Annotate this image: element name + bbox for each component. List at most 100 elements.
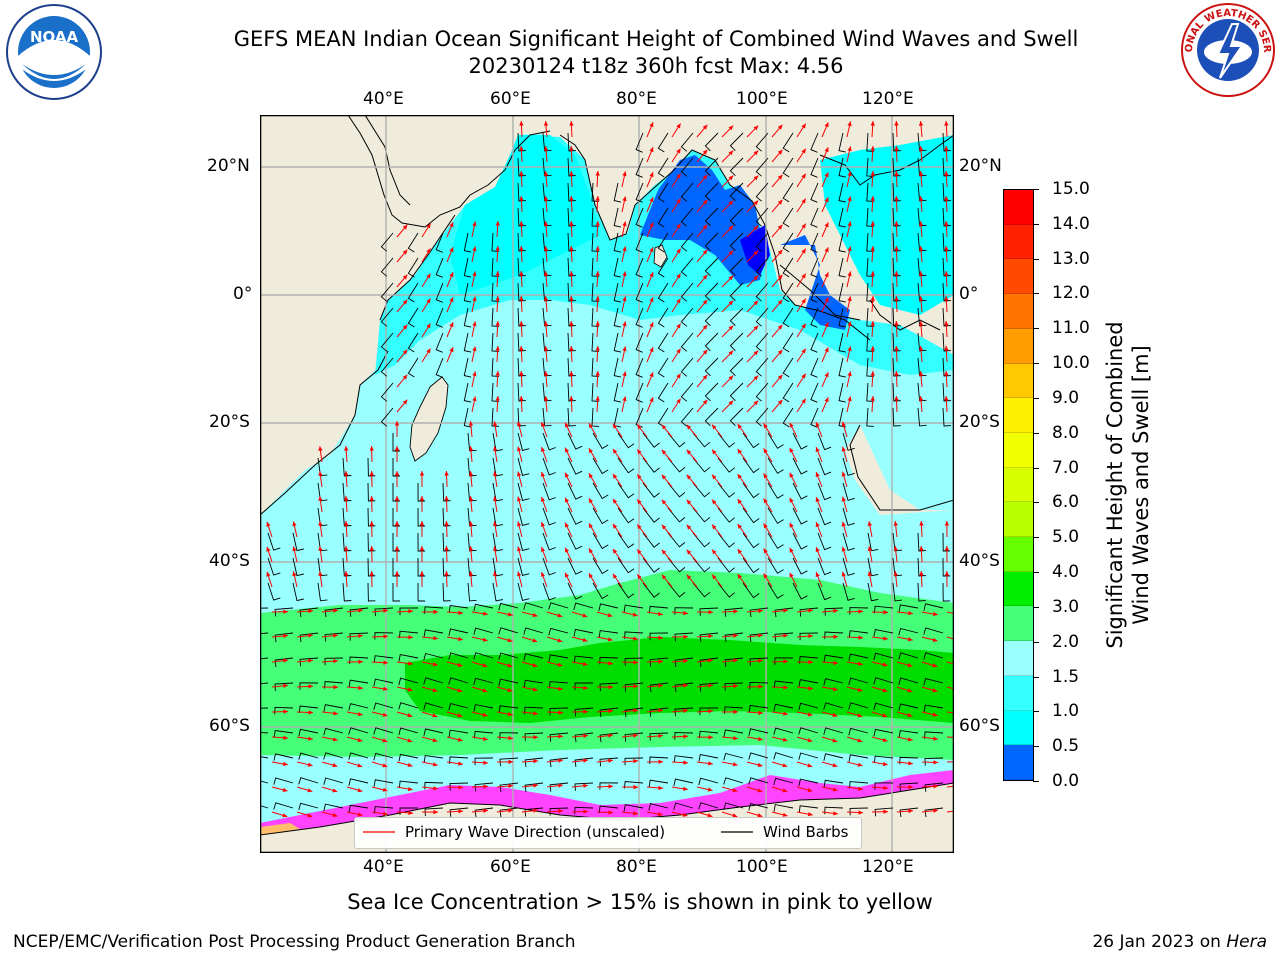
wind-barb bbox=[782, 407, 794, 428]
wind-barb bbox=[924, 757, 944, 766]
wind-barb bbox=[873, 628, 894, 637]
wind-barb bbox=[380, 307, 394, 327]
wave-direction-arrowhead bbox=[433, 636, 438, 641]
wave-direction-arrowhead bbox=[472, 321, 477, 327]
wind-barb bbox=[491, 407, 500, 427]
wind-barb bbox=[838, 382, 846, 403]
wave-direction-arrowhead bbox=[882, 737, 888, 742]
wind-barb bbox=[692, 532, 711, 548]
wind-barb bbox=[729, 357, 744, 377]
wave-direction-arrowhead bbox=[708, 683, 713, 688]
wind-barb bbox=[942, 132, 952, 152]
wave-direction-arrowhead bbox=[426, 248, 431, 254]
wave-direction-arrowhead bbox=[858, 635, 863, 640]
wind-barb bbox=[680, 407, 694, 427]
wind-barb bbox=[273, 802, 294, 810]
wind-barb bbox=[549, 707, 569, 716]
wave-direction-arrowhead bbox=[649, 172, 654, 178]
wave-direction-arrowhead bbox=[432, 762, 438, 767]
wind-barb bbox=[892, 557, 903, 577]
wind-barb bbox=[704, 332, 719, 352]
nws-logo: NATIONAL WEATHER SERVICE bbox=[1176, 0, 1276, 98]
wave-direction-arrowhead bbox=[841, 446, 846, 452]
wind-barb bbox=[467, 507, 477, 527]
wind-barb bbox=[380, 407, 394, 427]
wind-barb bbox=[649, 707, 669, 717]
wave-direction-arrowhead bbox=[569, 196, 574, 201]
wave-direction-arrowhead bbox=[661, 524, 667, 530]
wave-direction-arrowhead bbox=[633, 784, 638, 790]
lat-tick-right-20s: 20°S bbox=[959, 412, 1000, 432]
wind-barb bbox=[260, 632, 269, 635]
wave-direction-arrowhead bbox=[894, 396, 899, 401]
wind-barb bbox=[892, 132, 901, 152]
wind-barb bbox=[749, 632, 769, 642]
wind-barb bbox=[260, 657, 269, 660]
wave-direction-arrowhead bbox=[519, 221, 524, 226]
wave-direction-arrowhead bbox=[702, 324, 708, 330]
wave-direction-arrowhead bbox=[753, 300, 759, 306]
footer-host: Hera bbox=[1226, 932, 1267, 952]
wind-barb bbox=[517, 532, 530, 551]
wave-direction-arrowhead bbox=[702, 224, 708, 230]
wave-direction-arrowhead bbox=[737, 449, 742, 454]
wave-direction-arrowhead bbox=[944, 571, 949, 576]
wave-direction-arrowhead bbox=[933, 760, 938, 765]
wind-barb-legend-icon bbox=[721, 831, 753, 833]
lon-tick-bottom-120e: 120°E bbox=[862, 857, 914, 877]
wave-direction-arrowhead bbox=[732, 813, 738, 818]
wind-barb bbox=[392, 508, 400, 527]
wind-barb bbox=[723, 729, 744, 737]
wind-barb bbox=[373, 752, 394, 761]
wind-barb bbox=[667, 532, 686, 548]
wave-direction-arrowhead bbox=[753, 200, 759, 206]
footer-date: 26 Jan 2023 on Hera bbox=[1092, 932, 1267, 952]
wind-barb bbox=[617, 432, 635, 449]
wave-direction-arrowhead bbox=[918, 321, 924, 326]
wave-direction-arrowhead bbox=[569, 321, 574, 326]
wind-barb bbox=[617, 582, 635, 599]
wind-barb bbox=[542, 557, 556, 576]
wave-direction-arrowhead bbox=[432, 662, 438, 667]
colorbar-tick-label: 3.0 bbox=[1052, 596, 1080, 617]
wave-direction-arrowhead bbox=[708, 634, 713, 639]
wind-barb bbox=[542, 157, 552, 177]
wind-barb bbox=[380, 332, 394, 352]
wave-direction-arrow bbox=[946, 736, 954, 738]
wave-direction-arrowhead bbox=[712, 474, 717, 480]
wind-barb bbox=[380, 382, 394, 402]
wave-direction-arrowhead bbox=[583, 758, 588, 763]
wave-direction-arrowhead bbox=[847, 371, 852, 377]
wind-barb bbox=[449, 807, 469, 817]
wind-barb bbox=[674, 707, 694, 717]
wind-barb bbox=[567, 332, 576, 352]
wind-barb bbox=[498, 705, 519, 713]
wind-barb bbox=[298, 705, 319, 713]
wind-barb bbox=[617, 557, 635, 574]
noaa-logo-text: NOAA bbox=[30, 28, 79, 46]
wave-direction-arrowhead bbox=[344, 521, 349, 526]
wave-direction-arrowhead bbox=[468, 471, 474, 476]
wave-direction-arrowhead bbox=[333, 711, 338, 716]
wave-direction-arrowhead bbox=[907, 688, 913, 693]
wave-direction-arrowhead bbox=[944, 121, 949, 126]
wind-barb bbox=[373, 655, 394, 663]
wind-barb bbox=[435, 232, 444, 253]
wind-barb bbox=[657, 357, 669, 378]
wave-direction-arrowhead bbox=[815, 447, 820, 453]
wind-barb bbox=[810, 157, 819, 178]
map-legend: Primary Wave Direction (unscaled) Wind B… bbox=[354, 817, 862, 849]
wind-barb bbox=[692, 582, 711, 598]
wave-direction-arrowhead bbox=[637, 474, 642, 480]
wind-barb bbox=[798, 778, 819, 787]
wind-barb bbox=[773, 804, 794, 812]
wind-barb bbox=[542, 282, 552, 302]
wind-barb bbox=[298, 802, 319, 811]
wave-direction-arrowhead bbox=[582, 637, 588, 642]
wave-direction-arrowhead bbox=[882, 761, 888, 767]
wave-direction-arrowhead bbox=[457, 688, 463, 693]
wind-barb bbox=[866, 307, 874, 327]
wind-barb-legend-label: Wind Barbs bbox=[763, 823, 849, 841]
wave-direction-arrowhead bbox=[737, 474, 742, 479]
wave-direction-arrowhead bbox=[777, 324, 783, 330]
